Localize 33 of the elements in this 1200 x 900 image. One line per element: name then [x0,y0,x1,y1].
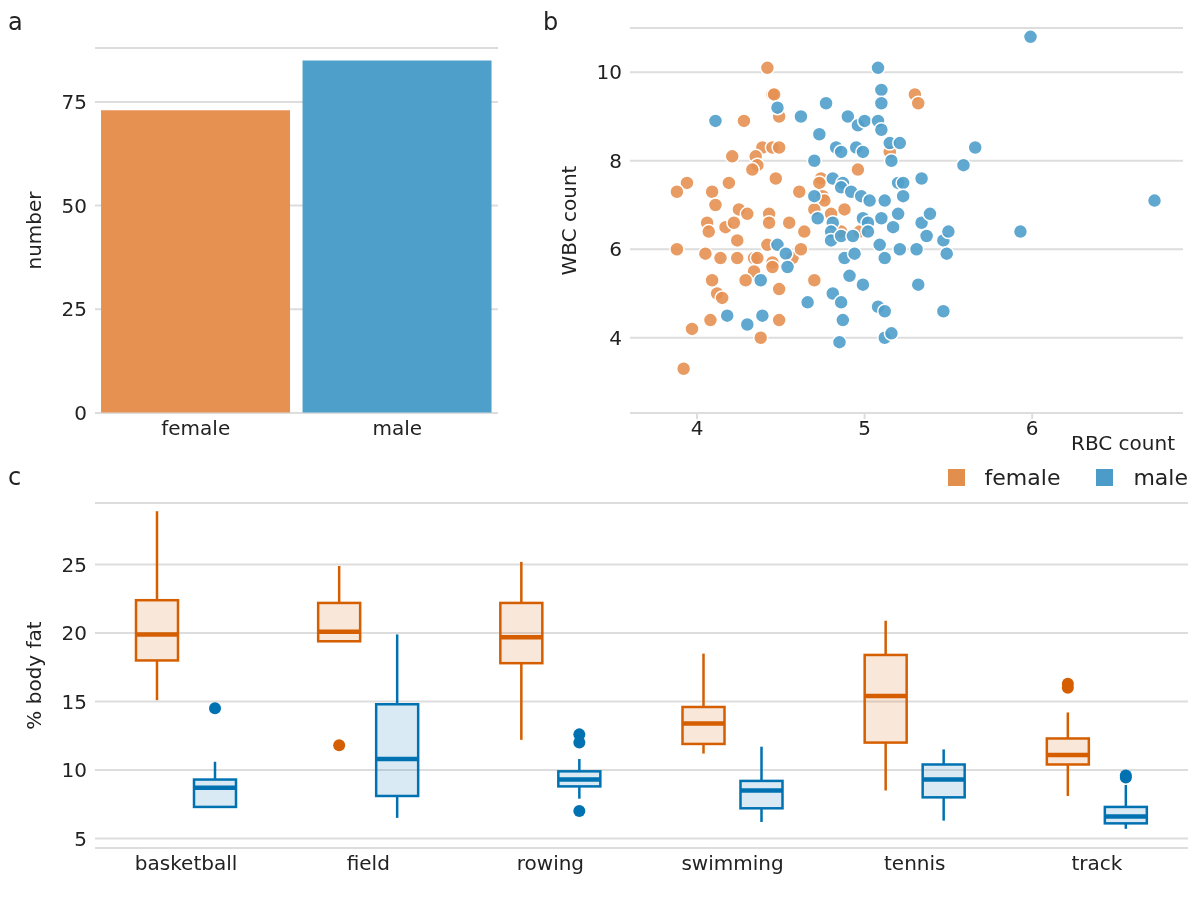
x-tick-label: tennis [884,851,946,876]
y-tick-label: 0 [74,401,87,426]
y-tick-label: 4 [609,325,622,350]
x-tick-label: track [1071,851,1123,876]
y-axis-title: WBC count [557,165,582,276]
chart-title: a [8,8,23,36]
x-tick-label: basketball [134,851,238,876]
y-tick-label: 75 [61,90,87,115]
y-tick-label: 20 [61,621,87,646]
y-tick-label: 25 [61,552,87,577]
y-axis-title: % body fat [22,621,47,730]
y-axis-title: number [22,190,47,270]
x-axis-title: RBC count [1070,431,1176,455]
y-tick-label: 25 [61,297,87,322]
x-tick-label: 5 [858,416,871,441]
y-tick-label: 8 [609,148,622,173]
y-tick-label: 50 [61,193,87,218]
chart-title: b [543,8,559,36]
x-tick-label: rowing [516,851,585,876]
y-tick-label: 10 [596,60,622,85]
y-tick-label: 5 [74,826,87,851]
y-tick-label: 10 [61,758,87,783]
x-tick-label: male [372,416,423,441]
x-tick-label: 4 [690,416,704,441]
legend-label: male [1133,465,1188,490]
chart-title: c [8,463,22,491]
x-tick-label: swimming [681,851,784,876]
legend-label: female [984,465,1061,490]
x-tick-label: field [346,851,390,876]
x-tick-label: 6 [1025,416,1039,441]
x-tick-label: female [161,416,231,441]
y-tick-label: 6 [609,237,622,262]
y-tick-label: 15 [61,689,87,714]
